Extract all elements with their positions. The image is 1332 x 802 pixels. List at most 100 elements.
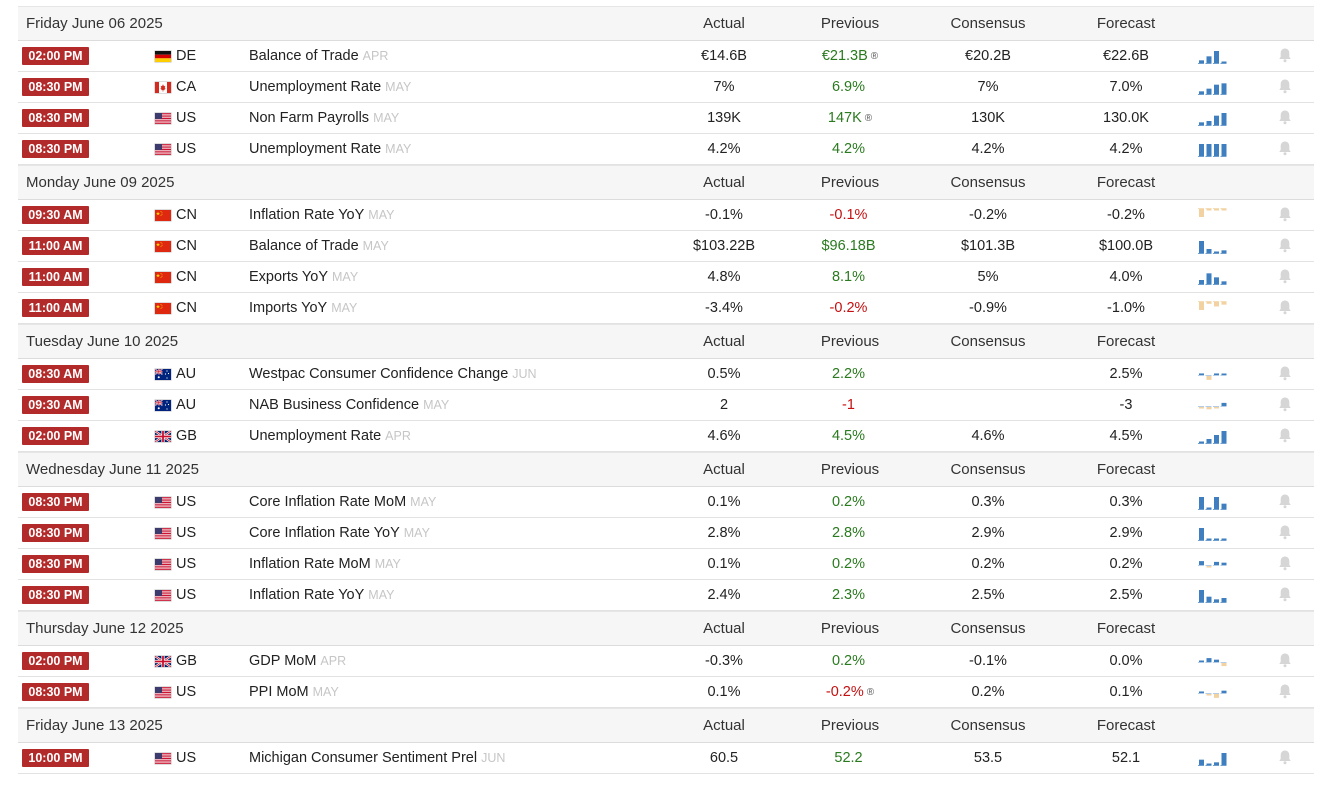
event-row[interactable]: 10:00 PM US Michigan Consumer Sentiment … (18, 743, 1314, 774)
history-sparkline[interactable] (1198, 555, 1230, 573)
history-sparkline[interactable] (1198, 493, 1230, 511)
previous-value: 2.8% (831, 525, 866, 541)
event-name-link[interactable]: Inflation Rate YoY MAY (249, 580, 394, 610)
event-name-link[interactable]: Balance of Trade MAY (249, 231, 389, 261)
event-row[interactable]: 11:00 AM CN Balance of Trade MAY $103.22B… (18, 231, 1314, 262)
history-sparkline[interactable] (1198, 365, 1230, 383)
bell-icon[interactable] (1278, 365, 1292, 381)
sparkline-bar (1206, 566, 1212, 568)
event-row[interactable]: 08:30 PM US Non Farm Payrolls MAY 139K 14… (18, 103, 1314, 134)
bell-icon[interactable] (1278, 396, 1292, 412)
history-sparkline[interactable] (1198, 299, 1230, 317)
event-name-link[interactable]: Exports YoY MAY (249, 262, 358, 292)
sparkline-bar (1199, 373, 1204, 375)
bell-icon[interactable] (1278, 749, 1292, 765)
sparkline-bar (1221, 503, 1227, 509)
event-name-link[interactable]: Unemployment Rate APR (249, 421, 411, 451)
event-period: MAY (403, 526, 430, 540)
event-row[interactable]: 08:30 AM AU Westpac Consumer Confidence … (18, 359, 1314, 390)
history-sparkline[interactable] (1198, 109, 1230, 127)
event-row[interactable]: 02:00 PM GB GDP MoM APR -0.3% 0.2% -0.1% … (18, 646, 1314, 677)
event-row[interactable]: 09:30 AM CN Inflation Rate YoY MAY -0.1% … (18, 200, 1314, 231)
previous-cell: 4.2% (790, 134, 910, 165)
event-name-link[interactable]: Core Inflation Rate MoM MAY (249, 487, 436, 517)
bell-icon[interactable] (1278, 427, 1292, 443)
event-name-link[interactable]: Non Farm Payrolls MAY (249, 103, 399, 133)
sparkline-bar (1221, 209, 1227, 211)
sparkline-bar (1214, 694, 1219, 698)
history-sparkline[interactable] (1198, 78, 1230, 96)
event-name-link[interactable]: Inflation Rate MoM MAY (249, 549, 401, 579)
event-row[interactable]: 02:00 PM DE Balance of Trade APR €14.6B €… (18, 41, 1314, 72)
country-flag-icon (155, 753, 171, 764)
bell-icon[interactable] (1278, 555, 1292, 571)
event-row[interactable]: 08:30 PM US PPI MoM MAY 0.1% -0.2% ® 0.2% … (18, 677, 1314, 708)
sparkline-bar (1206, 407, 1212, 410)
bell-icon[interactable] (1278, 652, 1292, 668)
event-row[interactable]: 02:00 PM GB Unemployment Rate APR 4.6% 4.… (18, 421, 1314, 452)
history-sparkline[interactable] (1198, 586, 1230, 604)
bell-icon[interactable] (1278, 493, 1292, 509)
bell-icon[interactable] (1278, 586, 1292, 602)
event-name-link[interactable]: Imports YoY MAY (249, 293, 357, 323)
event-row[interactable]: 08:30 PM US Core Inflation Rate YoY MAY 2… (18, 518, 1314, 549)
event-row[interactable]: 08:30 PM US Inflation Rate YoY MAY 2.4% 2… (18, 580, 1314, 611)
history-sparkline[interactable] (1198, 683, 1230, 701)
event-name-link[interactable]: Balance of Trade APR (249, 41, 388, 71)
history-sparkline[interactable] (1198, 749, 1230, 767)
bell-icon[interactable] (1278, 683, 1292, 699)
consensus-value: 7% (977, 79, 999, 95)
event-row[interactable]: 08:30 PM US Unemployment Rate MAY 4.2% 4.… (18, 134, 1314, 165)
event-row[interactable]: 08:30 PM US Core Inflation Rate MoM MAY 0… (18, 487, 1314, 518)
event-row[interactable]: 11:00 AM CN Exports YoY MAY 4.8% 8.1% 5% … (18, 262, 1314, 293)
history-sparkline[interactable] (1198, 652, 1230, 670)
event-name-link[interactable]: Westpac Consumer Confidence Change JUN (249, 359, 537, 389)
sparkline-bar (1206, 658, 1212, 662)
history-sparkline[interactable] (1198, 237, 1230, 255)
event-name-link[interactable]: Unemployment Rate MAY (249, 72, 411, 102)
bell-icon[interactable] (1278, 237, 1292, 253)
event-time-badge: 02:00 PM (22, 47, 89, 65)
forecast-value: -0.2% (1107, 207, 1145, 223)
event-row[interactable]: 08:30 PM CA Unemployment Rate MAY 7% 6.9%… (18, 72, 1314, 103)
country-code: CN (176, 269, 197, 285)
history-sparkline[interactable] (1198, 524, 1230, 542)
history-sparkline[interactable] (1198, 396, 1230, 414)
previous-value: 147K (827, 110, 862, 126)
economic-calendar: Friday June 06 2025 Actual Previous Cons… (18, 6, 1314, 774)
history-sparkline[interactable] (1198, 206, 1230, 224)
event-row[interactable]: 11:00 AM CN Imports YoY MAY -3.4% -0.2% -… (18, 293, 1314, 324)
sparkline-bar (1206, 694, 1212, 696)
bell-icon[interactable] (1278, 140, 1292, 156)
event-name-link[interactable]: Core Inflation Rate YoY MAY (249, 518, 430, 548)
bell-icon[interactable] (1278, 268, 1292, 284)
event-name-link[interactable]: NAB Business Confidence MAY (249, 390, 449, 420)
history-sparkline[interactable] (1198, 140, 1230, 158)
event-name-link[interactable]: Inflation Rate YoY MAY (249, 200, 394, 230)
history-sparkline[interactable] (1198, 268, 1230, 286)
event-name: Core Inflation Rate MoM (249, 494, 407, 510)
bell-icon[interactable] (1278, 206, 1292, 222)
event-row[interactable]: 08:30 PM US Inflation Rate MoM MAY 0.1% 0… (18, 549, 1314, 580)
country-flag-icon (155, 400, 171, 411)
event-name: Unemployment Rate (249, 141, 382, 157)
event-name: Unemployment Rate (249, 79, 382, 95)
history-sparkline[interactable] (1198, 427, 1230, 445)
bell-icon[interactable] (1278, 299, 1292, 315)
history-sparkline[interactable] (1198, 47, 1230, 65)
sparkline-bar (1199, 590, 1204, 602)
bell-icon[interactable] (1278, 78, 1292, 94)
event-name-link[interactable]: Unemployment Rate MAY (249, 134, 411, 164)
event-name-link[interactable]: GDP MoM APR (249, 646, 346, 676)
sparkline-bar (1206, 121, 1212, 125)
previous-value: 0.2% (831, 494, 866, 510)
event-name-link[interactable]: PPI MoM MAY (249, 677, 339, 707)
event-period: MAY (423, 398, 450, 412)
sparkline-bar (1199, 241, 1204, 253)
bell-icon[interactable] (1278, 524, 1292, 540)
event-row[interactable]: 09:30 AM AU NAB Business Confidence MAY 2… (18, 390, 1314, 421)
sparkline-bar (1214, 115, 1219, 125)
bell-icon[interactable] (1278, 109, 1292, 125)
event-name-link[interactable]: Michigan Consumer Sentiment Prel JUN (249, 743, 505, 773)
bell-icon[interactable] (1278, 47, 1292, 63)
